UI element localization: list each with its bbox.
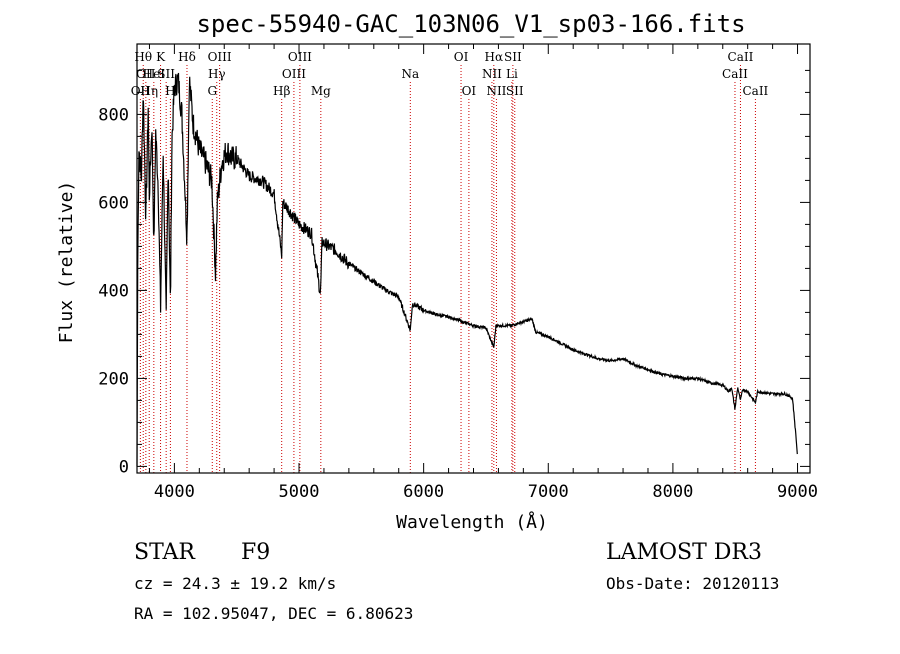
y-tick-label: 600: [98, 193, 129, 213]
line-label: Hδ: [178, 50, 196, 64]
chart-title: spec-55940-GAC_103N06_V1_sp03-166.fits: [196, 10, 745, 38]
line-label: Hγ: [208, 67, 226, 81]
x-tick-label: 4000: [154, 482, 195, 502]
axis-ticks: 4000 5000 6000 7000 8000 9000 0 200 400 600 800: [98, 44, 818, 502]
x-tick-label: 6000: [403, 482, 444, 502]
line-label: NII: [486, 84, 506, 98]
line-label: OIII: [282, 67, 306, 81]
observation-date: Obs-Date: 20120113: [606, 574, 779, 593]
line-label: Li: [506, 67, 518, 81]
line-label: OIII: [208, 50, 232, 64]
line-label: CaII: [742, 84, 768, 98]
y-tick-label: 0: [119, 457, 129, 477]
line-label: G: [207, 84, 217, 98]
line-label: Hβ: [273, 84, 290, 98]
line-label: NII: [482, 67, 502, 81]
line-label: OIII: [288, 50, 312, 64]
line-label: Hθ: [134, 50, 152, 64]
y-axis-label: Flux (relative): [56, 181, 77, 344]
line-label: SII: [157, 67, 175, 81]
x-axis-label: Wavelength (Å): [396, 511, 548, 533]
object-class: STAR: [134, 540, 196, 565]
x-tick-label: 7000: [528, 482, 569, 502]
line-label: OII: [131, 84, 151, 98]
line-label: Hη: [140, 84, 158, 98]
redshift-velocity: cz = 24.3 ± 19.2 km/s: [134, 574, 336, 593]
line-label: Mg: [311, 84, 331, 98]
line-label: OI: [462, 84, 477, 98]
line-label: H: [165, 84, 175, 98]
line-label: HeI: [143, 67, 166, 81]
line-labels: OIIHθOIIHηHeIKSIIHHδGHγOIIIHβOIIIOIIIMgN…: [131, 50, 769, 98]
object-subclass: F9: [241, 540, 270, 565]
line-label: OI: [454, 50, 469, 64]
x-tick-label: 5000: [279, 482, 320, 502]
line-label: Na: [401, 67, 419, 81]
line-label: Hα: [485, 50, 504, 64]
y-tick-label: 200: [98, 369, 129, 389]
x-tick-label: 8000: [652, 482, 693, 502]
plot-frame: [136, 43, 811, 474]
line-label: CaII: [728, 50, 754, 64]
y-tick-label: 800: [98, 105, 129, 125]
line-label: K: [156, 50, 166, 64]
survey-name: LAMOST DR3: [606, 540, 762, 565]
x-tick-label: 9000: [777, 482, 818, 502]
y-tick-label: 400: [98, 281, 129, 301]
line-label: SII: [506, 84, 524, 98]
line-label: CaII: [722, 67, 748, 81]
line-markers: [139, 65, 756, 473]
line-label: SII: [504, 50, 522, 64]
spectrum-line: [136, 72, 798, 467]
coordinates: RA = 102.95047, DEC = 6.80623: [134, 604, 413, 623]
